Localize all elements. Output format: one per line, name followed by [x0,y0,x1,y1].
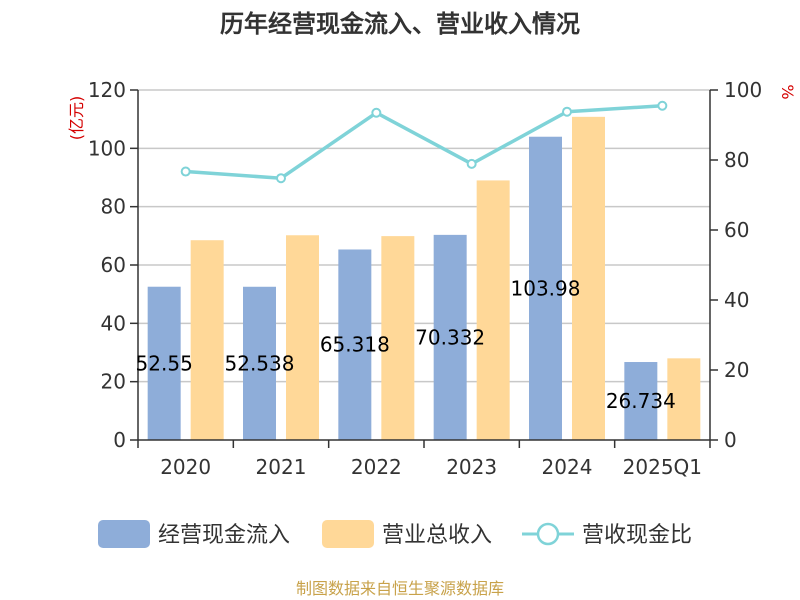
bars [147,116,701,440]
x-tick-label: 2020 [160,455,211,479]
right-tick-label: 60 [724,218,749,242]
left-tick-label: 100 [88,136,126,160]
x-tick-label: 2025Q1 [623,455,702,479]
left-tick-label: 20 [101,370,126,394]
ratio-point [562,106,572,117]
chart-title: 历年经营现金流入、营业收入情况 [220,10,580,38]
left-tick-label: 0 [113,428,126,452]
grid [138,89,710,383]
data-labels: 52.55 52.538 65.318 70.332 103.98 26.734 [136,276,676,413]
legend-label: 经营现金流入 [158,523,290,548]
ratio-point [371,107,382,118]
source-note: 制图数据来自恒生聚源数据库 [296,579,504,598]
bar-cash-inflow [338,249,372,440]
left-tick-label: 60 [101,253,126,277]
x-tick-label: 2023 [446,455,497,479]
bar-revenue [286,235,319,440]
right-tick-label: 80 [724,148,749,172]
x-tick-label: 2024 [542,455,593,479]
right-axis: 0 20 40 60 80 100 [709,78,762,452]
bar-cash-inflow [529,136,562,440]
legend-label: 营收现金比 [582,523,692,548]
data-label: 65.318 [320,333,390,357]
ratio-line [180,100,668,184]
bar-revenue [381,236,415,440]
legend: 经营现金流入 营业总收入 营收现金比 [98,520,692,548]
data-label: 70.332 [415,325,485,349]
bar-cash-inflow [147,286,181,440]
x-tick-label: 2022 [351,455,402,479]
right-tick-label: 100 [724,78,762,102]
ratio-point [276,173,286,184]
legend-label: 营业总收入 [382,523,492,548]
bar-cash-inflow [243,286,276,440]
ratio-point [180,166,191,177]
ratio-line-path [185,104,663,180]
left-axis: 0 20 40 60 80 100 120 [88,78,139,452]
left-tick-label: 120 [88,78,126,102]
bar-revenue [572,116,605,440]
legend-marker [536,522,560,546]
data-label: 52.538 [225,351,295,375]
ratio-point [657,100,668,111]
left-tick-label: 40 [101,311,126,335]
bar-revenue [667,358,701,440]
legend-item: 经营现金流入 [98,520,290,548]
bar-revenue [190,240,224,440]
data-label: 26.734 [606,389,676,413]
x-axis: 2020 2021 2022 2023 2024 2025Q1 [137,439,711,479]
data-label: 103.98 [511,276,581,300]
data-label: 52.55 [136,351,193,375]
right-tick-label: 40 [724,288,749,312]
legend-swatch [322,520,374,548]
bar-cash-inflow [433,234,467,440]
right-tick-label: 20 [724,358,749,382]
right-tick-label: 0 [724,428,737,452]
legend-swatch [98,520,150,548]
left-tick-label: 80 [101,195,126,219]
ratio-point [466,158,477,169]
legend-item: 营业总收入 [322,520,492,548]
bar-cash-inflow [624,362,658,440]
bar-revenue [476,180,510,440]
legend-item: 营收现金比 [522,522,692,548]
right-axis-unit: % [778,84,797,99]
x-tick-label: 2021 [256,455,307,479]
left-axis-unit: (亿元) [67,96,86,141]
